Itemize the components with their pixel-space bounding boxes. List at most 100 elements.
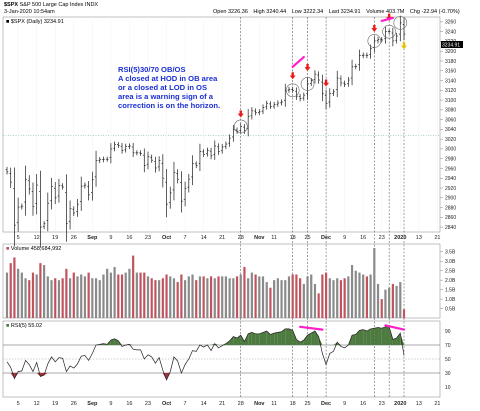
volume-bar (317, 293, 320, 318)
x-tick-label-bottom: Nov (254, 401, 265, 407)
volume-bar (43, 265, 46, 318)
volume-bar (150, 278, 153, 318)
rsi-overbought-fill (285, 328, 289, 345)
rsi-highlight-stroke (299, 325, 324, 331)
rsi-overbought-fill (366, 328, 371, 345)
rsi-overbought-fill (389, 326, 393, 345)
rsi-overbought-fill (381, 326, 386, 345)
rsi-overbought-fill (385, 326, 390, 345)
index-name: S&P 500 Large Cap Index (20, 2, 84, 8)
volume-bar (165, 274, 168, 318)
volume-bar (9, 263, 12, 318)
quote-line: Open 3226.36 High 3240.44 Low 3222.34 La… (213, 9, 460, 15)
x-tick-label-bottom: 12 (34, 401, 40, 407)
open-value: 3226.36 (228, 9, 248, 15)
volume-bar (258, 276, 261, 318)
volume-bar (354, 270, 357, 318)
x-tick-label: Dec (321, 235, 331, 241)
signal-circle (393, 16, 408, 30)
price-ytick-label: 3180 (445, 59, 456, 65)
x-tick-label-bottom: Sep (87, 401, 98, 407)
low-value: 3222.34 (303, 9, 323, 15)
volume-bar (369, 274, 372, 318)
volume-bar (183, 280, 187, 318)
volume-bar (198, 276, 202, 318)
price-ytick-label: 3040 (445, 127, 456, 133)
volume-bar (158, 280, 161, 318)
signal-circle (233, 119, 248, 134)
volume-bar (176, 282, 179, 318)
volume-bar (35, 274, 38, 318)
sell-arrow-shaft (291, 72, 294, 76)
volume-bar (24, 278, 27, 318)
x-tick-label: 25 (304, 235, 310, 241)
volume-label: Volume (366, 9, 384, 15)
price-ytick-label: 3060 (445, 117, 456, 123)
volume-bar (46, 276, 49, 318)
volume-bar (128, 268, 131, 318)
volume-ytick-label: 1.0B (445, 297, 456, 303)
x-tick-label: 11 (271, 235, 277, 241)
volume-bar (161, 278, 164, 318)
volume-bar (343, 278, 346, 318)
volume-bar (13, 257, 16, 318)
rsi-overbought-fill (359, 329, 364, 345)
header-date: 3-Jan-2020 10:54am (4, 9, 55, 15)
volume-bar (39, 263, 42, 318)
volume-bar (228, 278, 231, 318)
volume-ytick-label: 2.5B (445, 269, 456, 275)
volume-bar (254, 274, 257, 318)
volume-bar (221, 276, 224, 318)
rsi-overbought-fill (303, 335, 308, 345)
volume-bar (109, 272, 112, 318)
rsi-overbought-fill (392, 338, 397, 345)
price-ytick-label: 3160 (445, 69, 456, 75)
x-tick-label-bottom: 7 (184, 401, 187, 407)
volume-ytick-label: 3.5B (445, 250, 456, 256)
price-ytick-label: 3120 (445, 88, 456, 94)
annotation-line-3: or a closed at LOD in OS (118, 83, 207, 92)
price-ytick-label: 3080 (445, 108, 456, 114)
volume-bar (299, 278, 302, 318)
volume-bar (284, 280, 287, 318)
volume-bar (302, 283, 305, 318)
volume-bar (247, 278, 250, 318)
x-tick-label-bottom: 9 (109, 401, 112, 407)
volume-bar (217, 276, 220, 318)
volume-bar (373, 248, 376, 318)
volume-bar (362, 274, 365, 318)
volume-bar (117, 274, 120, 318)
rsi-ytick-label: 50 (445, 357, 451, 363)
volume-bar (395, 285, 398, 318)
volume-bar (50, 280, 53, 318)
volume-bar (98, 280, 101, 318)
x-tick-label-bottom: 21 (434, 401, 440, 407)
rsi-overbought-fill (118, 340, 123, 345)
volume-bar (376, 283, 380, 318)
x-tick-label-bottom: Oct (162, 401, 171, 407)
volume-bar (358, 272, 361, 318)
volume-bar (336, 278, 339, 318)
volume-bar (287, 276, 291, 318)
rsi-highlight-stroke (384, 324, 406, 331)
x-tick-label-bottom: Dec (321, 401, 331, 407)
volume-bar (209, 276, 213, 318)
rsi-overbought-fill (363, 329, 367, 345)
signal-circle (367, 34, 382, 48)
volume-bar (402, 309, 406, 318)
x-tick-label: 9 (343, 235, 346, 241)
price-ytick-label: 3140 (445, 78, 456, 84)
price-ytick-label: 3020 (445, 137, 456, 143)
signal-circle (285, 83, 300, 98)
annotation-marks-layer (233, 13, 408, 331)
rsi-overbought-fill (129, 344, 134, 345)
price-ytick-label: 3200 (445, 49, 456, 55)
volume-bar (265, 282, 268, 318)
x-tick-label-bottom: 25 (304, 401, 310, 407)
price-highlight-stroke (291, 55, 305, 68)
last-price-badge-bg (441, 41, 463, 48)
annotation-line-1: RSI(5)30/70 OB/OS (118, 65, 186, 74)
rsi-overbought-fill (374, 327, 379, 345)
rsi-overbought-fill (251, 332, 256, 345)
chg-value: -22.94 (-0.70%) (422, 9, 460, 15)
